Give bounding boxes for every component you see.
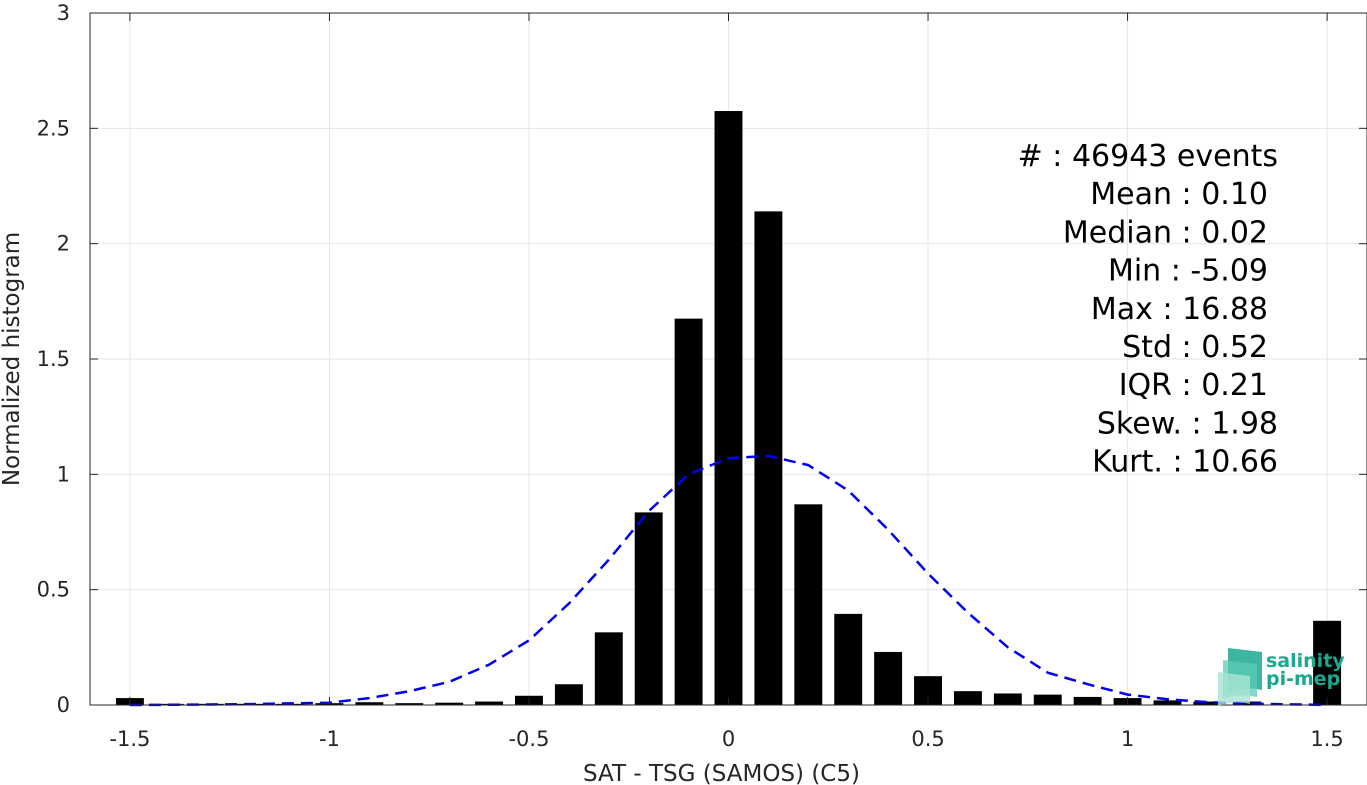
histogram-bar — [1073, 696, 1102, 705]
y-tick-label: 3 — [57, 1, 70, 25]
stats-std: Std : 0.52 — [1122, 330, 1268, 365]
histogram-bar — [594, 632, 623, 705]
x-tick-label: 0 — [722, 727, 735, 751]
histogram-bar — [953, 691, 982, 705]
histogram-bar — [1313, 620, 1342, 705]
y-tick-label: 0.5 — [37, 578, 70, 602]
histogram-bar — [794, 504, 823, 705]
histogram-bar — [435, 702, 464, 705]
y-tick-label: 0 — [57, 693, 70, 717]
x-tick-label: 1 — [1121, 727, 1134, 751]
histogram-bar — [1033, 694, 1062, 705]
stats-min: Min : -5.09 — [1108, 254, 1268, 289]
histogram-bar — [754, 211, 783, 705]
histogram-bars — [115, 111, 1342, 706]
histogram-bar — [834, 613, 863, 705]
histogram-bar — [475, 701, 504, 705]
histogram-bar — [634, 512, 663, 705]
stats-mean: Mean : 0.10 — [1090, 177, 1268, 212]
x-tick-label: -1.5 — [109, 727, 150, 751]
histogram-bar — [674, 318, 703, 705]
x-tick-label: 1.5 — [1310, 727, 1343, 751]
stats-iqr: IQR : 0.21 — [1119, 368, 1268, 403]
histogram-bar — [874, 651, 903, 705]
histogram-bar — [395, 703, 424, 705]
y-tick-label: 2 — [57, 232, 70, 256]
stats-skew: Skew. : 1.98 — [1097, 406, 1278, 441]
axis-ticks: -1.5 -1 -0.5 0 0.5 1 1.5 0 0.5 1 1.5 2 2.5 3 — [37, 1, 1367, 751]
histogram-bar — [714, 111, 743, 706]
x-tick-label: -1 — [319, 727, 340, 751]
salinity-pimep-logo: salinity pi-mep — [1218, 648, 1345, 706]
x-tick-label: 0.5 — [911, 727, 944, 751]
y-tick-label: 1 — [57, 462, 70, 486]
stats-box: # : 46943 events Mean : 0.10 Median : 0.… — [1018, 139, 1278, 480]
stats-median: Median : 0.02 — [1063, 215, 1268, 250]
x-tick-label: -0.5 — [508, 727, 549, 751]
histogram-bar — [1153, 700, 1182, 705]
histogram-bar — [554, 684, 583, 705]
y-axis-label: Normalized histogram — [0, 232, 25, 486]
stats-events: # : 46943 events — [1018, 139, 1278, 174]
logo-text-salinity: salinity — [1266, 650, 1345, 672]
histogram-bar — [993, 693, 1022, 705]
x-axis-label: SAT - TSG (SAMOS) (C5) — [583, 761, 860, 785]
stats-kurt: Kurt. : 10.66 — [1092, 445, 1278, 480]
logo-wave-icon — [1218, 648, 1262, 706]
histogram-bar — [1193, 701, 1222, 705]
logo-text-pimep: pi-mep — [1266, 668, 1340, 690]
y-tick-label: 1.5 — [37, 347, 70, 371]
y-tick-label: 2.5 — [37, 116, 70, 140]
stats-max: Max : 16.88 — [1091, 292, 1268, 327]
histogram-bar — [355, 702, 384, 705]
